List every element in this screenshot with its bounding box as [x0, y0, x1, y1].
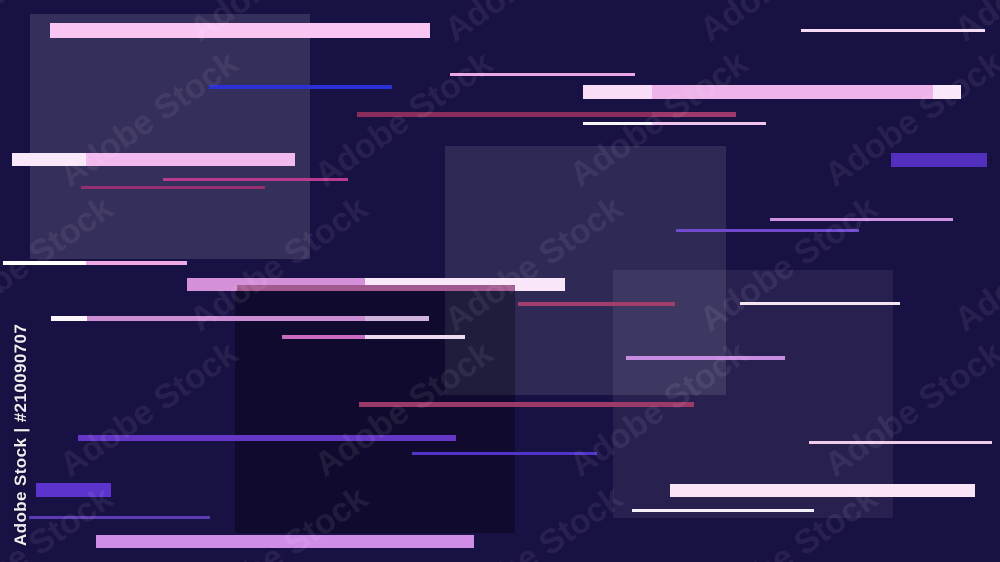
orchid-line-lower-right-segment	[626, 356, 785, 360]
pink-bar-mid-left	[12, 153, 295, 166]
watermark-id-text: Adobe Stock | #210090707	[11, 323, 30, 546]
maroon-line-upper-center-segment	[357, 112, 652, 117]
maroon-line-center-segment	[518, 302, 675, 306]
pink-bar-bottom-right	[670, 484, 975, 497]
dark-rect-bottom-center	[235, 286, 515, 533]
rose-underbar-center-segment	[237, 285, 515, 291]
purple-line-bottom-left-segment	[29, 516, 210, 519]
pink-bar-upper-right-segment	[652, 85, 933, 99]
magenta-line-mid-left-1-segment	[163, 178, 348, 181]
orchid-line-mid-right-segment	[770, 218, 953, 221]
maroon-line-center	[518, 302, 675, 306]
maroon-line-upper-center-segment	[652, 112, 736, 117]
white-pink-line-left-segment	[86, 261, 187, 265]
orchid-line-lower-right	[626, 356, 785, 360]
orchid-line-center-left	[282, 335, 465, 339]
purple-line-lower-left	[78, 435, 456, 441]
magenta-line-mid-left-2	[81, 186, 265, 189]
purple-line-bottom-left	[29, 516, 210, 519]
white-line-upper-right	[583, 122, 766, 125]
violet-line-bottom-center-segment	[412, 452, 597, 455]
white-line-upper-right-segment	[583, 122, 652, 125]
violet-line-bottom-center	[412, 452, 597, 455]
white-line-bottom-right-segment	[632, 509, 814, 512]
pink-line-lower-left-segment	[365, 316, 429, 321]
maroon-line-lower-center-segment	[359, 402, 694, 407]
purple-line-lower-left-segment	[78, 435, 456, 441]
purple-line-mid-right	[676, 229, 859, 232]
blue-line-upper-left	[209, 85, 392, 89]
magenta-line-mid-left-2-segment	[81, 186, 265, 189]
watermark-tile: Adobe Stock	[52, 333, 245, 485]
maroon-line-upper-center	[357, 112, 736, 117]
pink-bar-top-left-segment	[50, 23, 430, 38]
purple-line-mid-right-segment	[676, 229, 859, 232]
pink-line-lower-left	[51, 316, 429, 321]
orchid-line-center-left-segment	[365, 335, 465, 339]
orchid-line-center-left-segment	[282, 335, 365, 339]
blue-line-upper-left-segment	[209, 85, 392, 89]
pink-bar-upper-right	[583, 85, 961, 99]
pale-line-center-right-segment	[740, 302, 900, 305]
purple-bar-bottom-left	[36, 483, 111, 497]
pale-line-top-right	[801, 29, 985, 32]
pink-bar-top-left	[50, 23, 430, 38]
pink-bar-upper-right-segment	[933, 85, 961, 99]
translucent-rect-center	[445, 146, 726, 395]
watermark-tile: Adobe Stock	[693, 0, 886, 50]
white-pink-line-left	[3, 261, 187, 265]
white-line-upper-right-segment	[652, 122, 766, 125]
pink-bar-mid-left-segment	[12, 153, 86, 166]
orchid-line-upper-center	[450, 73, 635, 76]
watermark-tile: Adobe Stock	[438, 0, 631, 50]
pink-bar-bottom-right-segment	[670, 484, 975, 497]
watermark-tile: Adobe Stock	[817, 43, 1000, 195]
pale-line-center-right	[740, 302, 900, 305]
pale-line-top-right-segment	[801, 29, 985, 32]
pale-line-lower-right	[809, 441, 992, 444]
magenta-line-mid-left-1	[163, 178, 348, 181]
maroon-line-lower-center	[359, 402, 694, 407]
orchid-line-mid-right	[770, 218, 953, 221]
pink-bar-mid-left-segment	[86, 153, 295, 166]
pink-bar-upper-right-segment	[583, 85, 652, 99]
purple-bar-top-right	[891, 153, 987, 167]
lilac-bar-bottom	[96, 535, 474, 548]
orchid-line-upper-center-segment	[450, 73, 635, 76]
pink-line-lower-left-segment	[51, 316, 87, 321]
translucent-rect-top-left	[30, 14, 310, 259]
lilac-bar-bottom-segment	[96, 535, 474, 548]
watermark-tile: Adobe Stock	[948, 0, 1000, 50]
purple-bar-bottom-left-segment	[36, 483, 111, 497]
translucent-rect-right	[613, 270, 893, 518]
rose-underbar-center	[237, 285, 515, 291]
pale-line-lower-right-segment	[809, 441, 992, 444]
watermark-tile: Adobe Stock	[947, 189, 1000, 340]
white-line-bottom-right	[632, 509, 814, 512]
white-pink-line-left-segment	[3, 261, 86, 265]
purple-bar-top-right-segment	[891, 153, 987, 167]
pink-line-lower-left-segment	[87, 316, 365, 321]
